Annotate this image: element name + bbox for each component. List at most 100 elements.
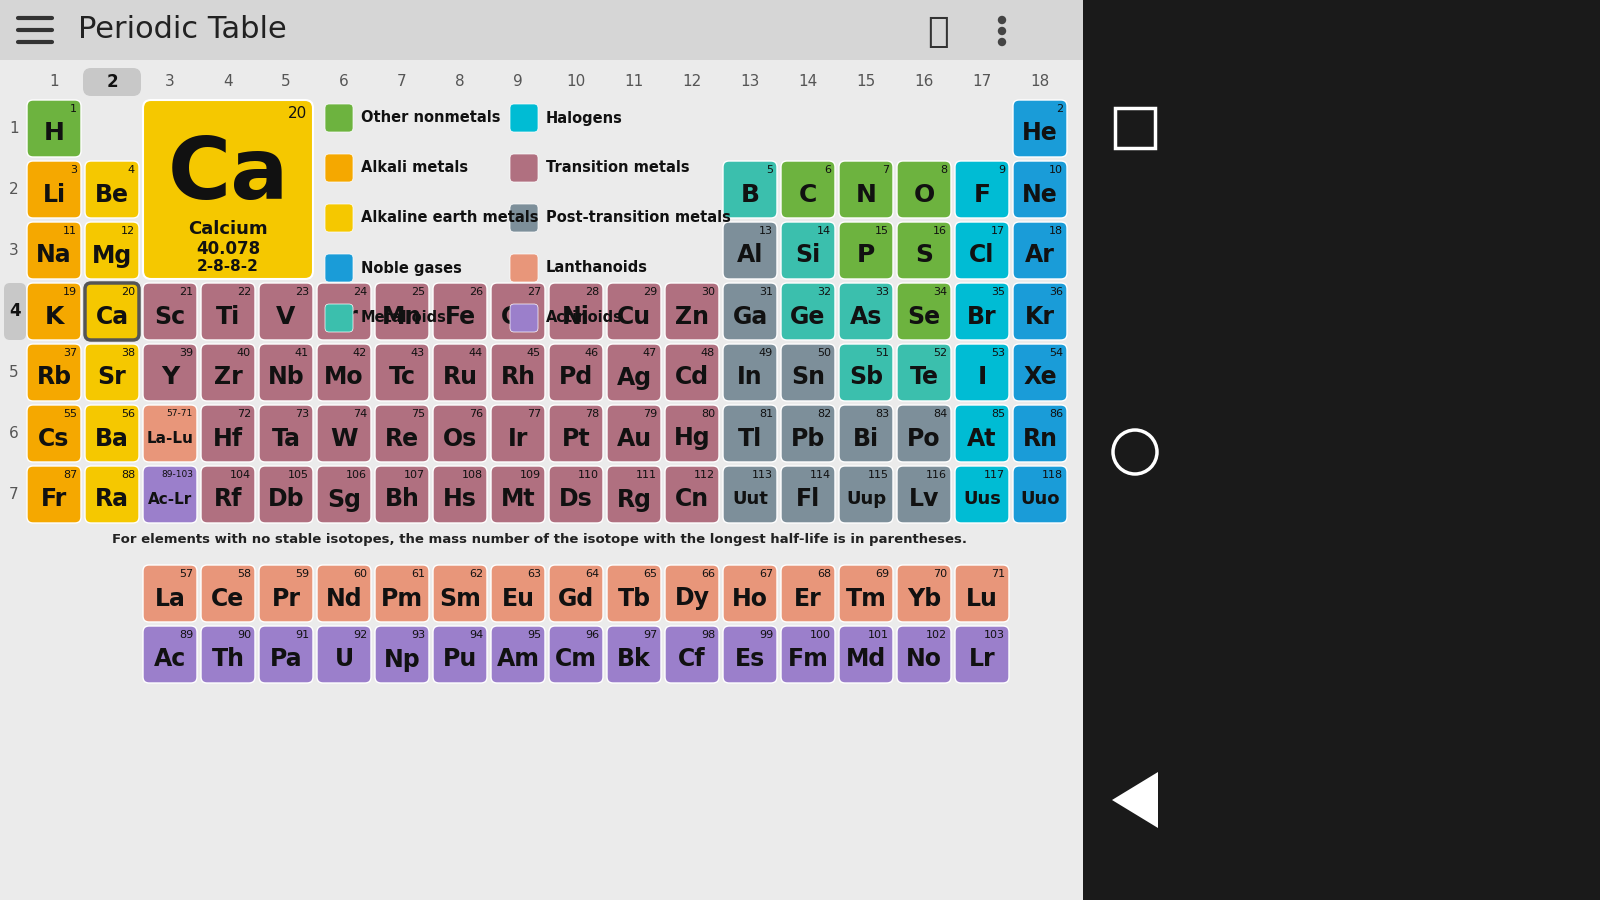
Text: 83: 83 (875, 409, 890, 419)
FancyBboxPatch shape (549, 405, 603, 462)
FancyBboxPatch shape (27, 283, 82, 340)
Text: Db: Db (267, 488, 304, 511)
Text: ⌕: ⌕ (926, 15, 949, 49)
FancyBboxPatch shape (491, 405, 546, 462)
Text: 15: 15 (875, 226, 890, 236)
FancyBboxPatch shape (27, 161, 82, 218)
FancyBboxPatch shape (85, 222, 139, 279)
Text: 87: 87 (62, 470, 77, 480)
Text: 26: 26 (469, 287, 483, 297)
Text: 55: 55 (62, 409, 77, 419)
FancyBboxPatch shape (434, 283, 486, 340)
Text: Rf: Rf (214, 488, 242, 511)
Text: La: La (155, 587, 186, 610)
Text: Metalloids: Metalloids (362, 310, 446, 326)
Text: 32: 32 (818, 287, 830, 297)
Text: Rb: Rb (37, 365, 72, 390)
FancyBboxPatch shape (142, 405, 197, 462)
Text: 25: 25 (411, 287, 426, 297)
Text: 3: 3 (165, 75, 174, 89)
Text: 110: 110 (578, 470, 598, 480)
Text: Actinoids: Actinoids (546, 310, 622, 326)
FancyBboxPatch shape (374, 626, 429, 683)
Text: 5: 5 (282, 75, 291, 89)
FancyBboxPatch shape (325, 254, 354, 282)
Text: Kr: Kr (1026, 304, 1054, 328)
Text: 3: 3 (10, 243, 19, 258)
FancyBboxPatch shape (374, 283, 429, 340)
Text: Ac-Lr: Ac-Lr (147, 492, 192, 507)
Text: 43: 43 (411, 348, 426, 358)
Text: 2: 2 (106, 73, 118, 91)
Text: 39: 39 (179, 348, 194, 358)
FancyBboxPatch shape (781, 565, 835, 622)
Text: 47: 47 (643, 348, 658, 358)
Text: La-Lu: La-Lu (147, 431, 194, 446)
Text: 71: 71 (990, 569, 1005, 579)
Text: 16: 16 (933, 226, 947, 236)
FancyBboxPatch shape (202, 626, 254, 683)
Text: 37: 37 (62, 348, 77, 358)
Text: 19: 19 (62, 287, 77, 297)
Text: 102: 102 (926, 630, 947, 640)
FancyBboxPatch shape (434, 344, 486, 401)
FancyBboxPatch shape (374, 405, 429, 462)
FancyBboxPatch shape (781, 405, 835, 462)
Text: 107: 107 (403, 470, 426, 480)
Text: 33: 33 (875, 287, 890, 297)
FancyBboxPatch shape (259, 283, 314, 340)
Text: 4: 4 (10, 302, 21, 320)
Text: Mo: Mo (325, 365, 363, 390)
Text: 1: 1 (50, 75, 59, 89)
Text: P: P (858, 244, 875, 267)
FancyBboxPatch shape (723, 344, 778, 401)
Text: 12: 12 (122, 226, 134, 236)
Text: 76: 76 (469, 409, 483, 419)
Text: 105: 105 (288, 470, 309, 480)
Text: Ca: Ca (168, 134, 288, 217)
Text: 13: 13 (758, 226, 773, 236)
Text: 8: 8 (454, 75, 466, 89)
Text: 35: 35 (990, 287, 1005, 297)
Text: Te: Te (909, 365, 939, 390)
Text: Rh: Rh (501, 365, 536, 390)
Text: 46: 46 (586, 348, 598, 358)
Text: 91: 91 (294, 630, 309, 640)
Text: Noble gases: Noble gases (362, 260, 462, 275)
Text: Ra: Ra (94, 488, 130, 511)
FancyBboxPatch shape (781, 626, 835, 683)
FancyBboxPatch shape (510, 204, 538, 232)
Text: 75: 75 (411, 409, 426, 419)
FancyBboxPatch shape (325, 204, 354, 232)
Text: 106: 106 (346, 470, 366, 480)
Text: S: S (915, 244, 933, 267)
Text: 100: 100 (810, 630, 830, 640)
Text: Hs: Hs (443, 488, 477, 511)
FancyBboxPatch shape (955, 222, 1010, 279)
FancyBboxPatch shape (85, 161, 139, 218)
Text: 93: 93 (411, 630, 426, 640)
Text: Si: Si (795, 244, 821, 267)
Text: Y: Y (162, 365, 179, 390)
FancyBboxPatch shape (666, 565, 718, 622)
Text: 14: 14 (818, 226, 830, 236)
Text: 96: 96 (586, 630, 598, 640)
Text: 38: 38 (122, 348, 134, 358)
Text: 65: 65 (643, 569, 658, 579)
Text: 101: 101 (867, 630, 890, 640)
FancyBboxPatch shape (1013, 344, 1067, 401)
Text: N: N (856, 183, 877, 206)
Text: Dy: Dy (675, 587, 709, 610)
FancyBboxPatch shape (838, 283, 893, 340)
FancyBboxPatch shape (838, 466, 893, 523)
Text: 113: 113 (752, 470, 773, 480)
Text: Li: Li (43, 183, 66, 206)
Text: 73: 73 (294, 409, 309, 419)
Text: Sm: Sm (438, 587, 482, 610)
Text: For elements with no stable isotopes, the mass number of the isotope with the lo: For elements with no stable isotopes, th… (112, 533, 968, 546)
Text: Gd: Gd (558, 587, 594, 610)
Text: Xe: Xe (1022, 365, 1058, 390)
Text: In: In (738, 365, 763, 390)
Text: Pd: Pd (558, 365, 594, 390)
FancyBboxPatch shape (202, 344, 254, 401)
